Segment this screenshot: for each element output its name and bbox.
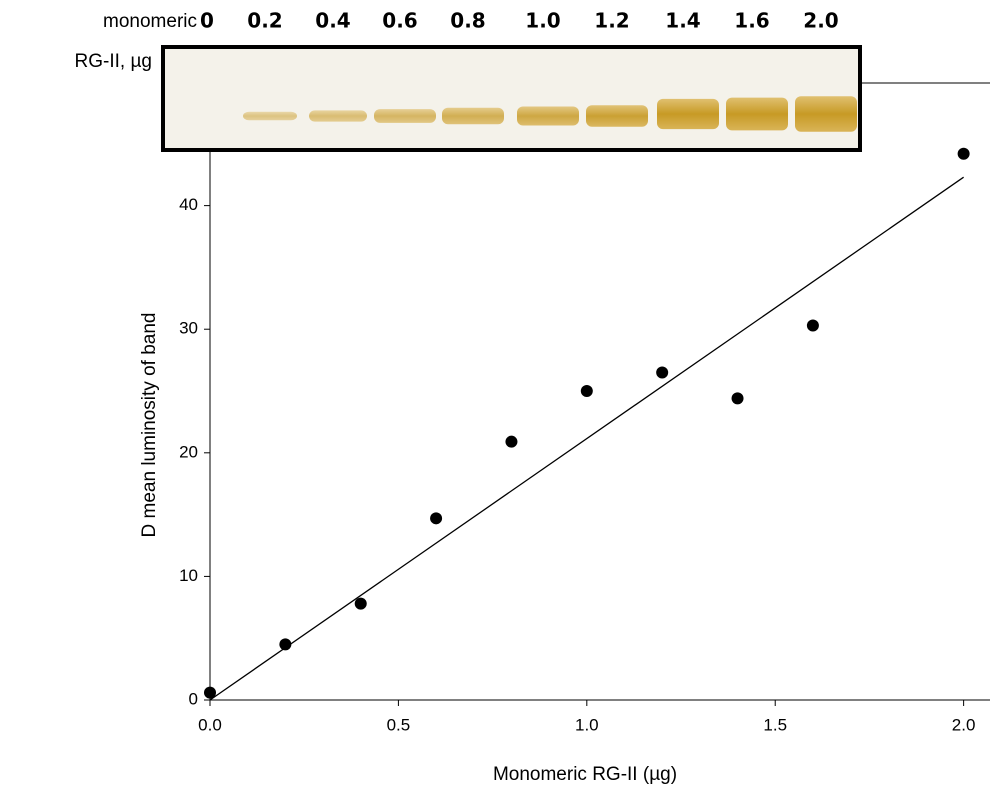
data-point	[732, 392, 744, 404]
lane-label: 1.4	[665, 9, 700, 33]
gel-band	[243, 112, 297, 121]
gel-label: RG-II, µg	[75, 51, 152, 72]
y-tick-label: 40	[179, 195, 198, 214]
x-tick-label: 1.5	[763, 715, 787, 734]
gel-image	[163, 47, 860, 150]
gel-band	[517, 107, 579, 126]
y-tick-label: 30	[179, 319, 198, 338]
gel-band	[442, 108, 504, 124]
data-point	[279, 638, 291, 650]
lane-label: 2.0	[803, 9, 838, 33]
gel-band	[586, 105, 648, 127]
gel-band	[795, 96, 857, 131]
data-point	[505, 436, 517, 448]
data-point	[430, 512, 442, 524]
lane-label: 1.0	[525, 9, 560, 33]
gel-band	[726, 98, 788, 131]
gel-band	[309, 110, 367, 121]
chart: monomeric RG-II, µg Monomeric RG-II (µg)…	[0, 0, 990, 791]
lane-label: 0.2	[247, 9, 282, 33]
data-point	[581, 385, 593, 397]
y-tick-label: 10	[179, 566, 198, 585]
lane-label: 0.6	[382, 9, 417, 33]
x-tick-label: 0.0	[198, 715, 222, 734]
x-tick-label: 0.5	[387, 715, 411, 734]
gel-band	[657, 99, 719, 129]
data-point	[958, 148, 970, 160]
x-axis-title: Monomeric RG-II (µg)	[493, 764, 677, 785]
lane-label: 0.4	[315, 9, 350, 33]
lane-label: 1.2	[594, 9, 629, 33]
x-tick-label: 1.0	[575, 715, 599, 734]
lane-label: 1.6	[734, 9, 769, 33]
x-tick-label: 2.0	[952, 715, 976, 734]
y-tick-label: 0	[189, 689, 198, 708]
data-point	[807, 320, 819, 332]
fit-line	[210, 177, 964, 700]
lane-label: 0.8	[450, 9, 485, 33]
y-axis-title: D mean luminosity of band	[139, 313, 160, 538]
gel-label: monomeric	[103, 11, 197, 32]
y-tick-label: 20	[179, 442, 198, 461]
data-point	[656, 366, 668, 378]
data-point	[204, 687, 216, 699]
lane-label: 0	[200, 9, 214, 33]
data-point	[355, 598, 367, 610]
gel-band	[374, 109, 436, 123]
